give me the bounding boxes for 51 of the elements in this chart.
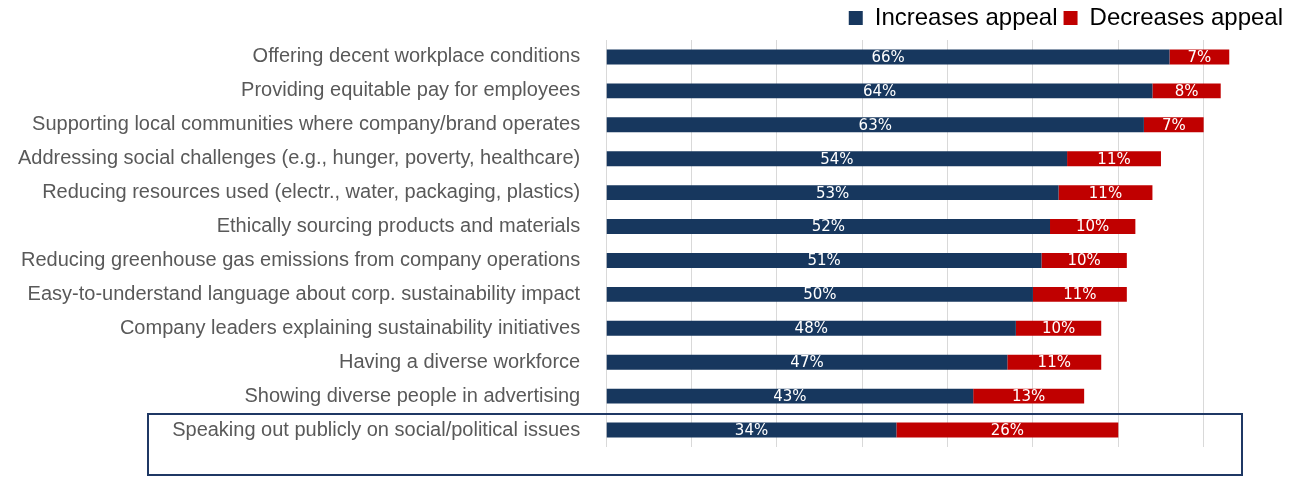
bar [896, 422, 1119, 438]
bar [606, 185, 1059, 201]
data-label: 48% [794, 319, 828, 338]
data-label: 10% [1076, 217, 1110, 236]
bar [606, 320, 1016, 336]
data-label: 47% [790, 353, 824, 372]
y-tick-label: Showing diverse people in advertising [244, 383, 581, 406]
data-label: 63% [858, 115, 892, 134]
bar [606, 83, 1153, 99]
y-tick-label: Speaking out publicly on social/political issues [172, 417, 581, 440]
data-label: 10% [1067, 251, 1101, 270]
data-label: 8% [1174, 81, 1199, 100]
data-label: 66% [871, 47, 905, 66]
bar [606, 388, 974, 404]
data-label: 7% [1187, 47, 1212, 66]
y-tick-label: Reducing resources used (electr., water, packaging, plastics) [42, 180, 581, 203]
y-tick-label: Reducing greenhouse gas emissions from company operations [20, 247, 581, 270]
y-tick-label: Supporting local communities where company/brand operates [32, 112, 581, 135]
data-label: 54% [820, 149, 854, 168]
data-label: 13% [1012, 387, 1046, 406]
bar [606, 253, 1042, 268]
data-label: 7% [1161, 115, 1186, 134]
bar [606, 117, 1144, 133]
legend-label: Decreases appeal [1089, 2, 1283, 30]
data-label: 34% [734, 420, 769, 439]
y-tick-label: Having a diverse workforce [338, 349, 581, 372]
bar [606, 219, 1051, 234]
data-label: 50% [803, 285, 837, 304]
y-tick-label: Addressing social challenges (e.g., hunger, poverty, healthcare) [17, 146, 581, 169]
bar [606, 354, 1008, 370]
data-label: 26% [990, 420, 1025, 439]
data-label: 53% [815, 183, 850, 202]
y-tick-label: Easy-to-understand language about corp. sustainability impact [27, 281, 581, 304]
data-label: 11% [1037, 353, 1071, 372]
data-label: 11% [1063, 285, 1097, 304]
data-label: 51% [807, 251, 841, 270]
bar [606, 151, 1068, 167]
y-tick-label: Ethically sourcing products and materials [216, 214, 581, 237]
data-label: 43% [773, 387, 807, 406]
legend-label: Increases appeal [874, 2, 1058, 30]
data-label: 64% [862, 81, 897, 100]
y-tick-label: Offering decent workplace conditions [252, 44, 581, 67]
y-tick-label: Company leaders explaining sustainability initiatives [119, 315, 581, 338]
y-tick-label: Providing equitable pay for employees [241, 78, 581, 101]
data-label: 10% [1041, 319, 1076, 338]
bar [606, 286, 1033, 302]
data-label: 52% [811, 217, 846, 236]
data-label: 11% [1097, 149, 1131, 168]
bar [606, 422, 897, 438]
data-label: 11% [1088, 183, 1123, 202]
bar [606, 49, 1170, 65]
